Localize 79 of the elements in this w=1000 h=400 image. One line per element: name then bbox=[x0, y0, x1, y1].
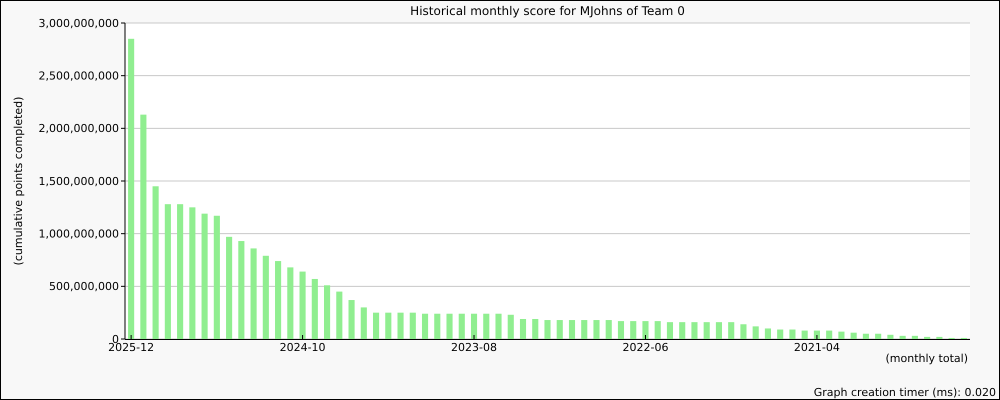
bar bbox=[679, 322, 686, 339]
bar bbox=[128, 38, 134, 339]
bar bbox=[568, 320, 576, 339]
bar bbox=[691, 322, 698, 339]
bar bbox=[164, 204, 171, 339]
bar bbox=[434, 314, 440, 339]
bar bbox=[410, 312, 416, 339]
bar bbox=[606, 320, 612, 339]
bar bbox=[618, 321, 624, 339]
bar bbox=[470, 314, 478, 339]
bar bbox=[728, 322, 734, 339]
bar bbox=[495, 314, 502, 339]
bar bbox=[226, 236, 232, 339]
bar bbox=[850, 332, 857, 339]
bar bbox=[458, 314, 465, 339]
x-axis-title: (monthly total) bbox=[886, 352, 968, 365]
bar bbox=[887, 334, 894, 339]
bar bbox=[630, 321, 636, 339]
bar bbox=[287, 267, 294, 339]
bar bbox=[202, 214, 208, 339]
bar bbox=[189, 207, 196, 339]
y-tick-label: 2,000,000,000 bbox=[38, 122, 119, 136]
bar bbox=[838, 332, 844, 339]
bar bbox=[704, 322, 710, 339]
bar bbox=[802, 330, 808, 339]
bar bbox=[777, 330, 784, 339]
bar bbox=[862, 334, 869, 339]
x-tick-label: 2022-06 bbox=[622, 341, 668, 354]
bar bbox=[250, 248, 257, 339]
bar bbox=[372, 312, 380, 339]
bar bbox=[900, 336, 906, 339]
y-tick-label: 1,500,000,000 bbox=[38, 174, 119, 188]
bar bbox=[140, 114, 146, 339]
x-tick-label: 2024-10 bbox=[280, 341, 326, 354]
bar bbox=[348, 300, 355, 339]
bar bbox=[446, 314, 453, 339]
bar bbox=[152, 186, 159, 339]
bar bbox=[312, 278, 318, 339]
bar bbox=[360, 307, 367, 339]
bar bbox=[532, 318, 538, 339]
bar bbox=[764, 328, 771, 339]
bar bbox=[397, 312, 404, 339]
bar bbox=[581, 320, 588, 339]
y-tick-label: 3,000,000,000 bbox=[38, 16, 119, 30]
y-tick-label: 500,000,000 bbox=[49, 280, 119, 294]
y-tick-label: 2,500,000,000 bbox=[38, 70, 119, 83]
bar bbox=[654, 321, 661, 339]
bar bbox=[752, 326, 759, 339]
bar bbox=[275, 261, 282, 339]
chart-title: Historical monthly score for MJohns of Team 0 bbox=[410, 4, 685, 18]
bar bbox=[300, 272, 306, 339]
bar bbox=[508, 314, 514, 339]
bar bbox=[520, 318, 526, 339]
bar bbox=[593, 320, 600, 339]
bar bbox=[740, 324, 747, 339]
bar bbox=[385, 312, 392, 339]
bar bbox=[483, 314, 490, 339]
bar bbox=[336, 292, 342, 339]
bar bbox=[422, 314, 428, 339]
y-axis-title: (cumulative points completed) bbox=[12, 96, 25, 266]
bar bbox=[642, 321, 649, 339]
text: Graph creation timer (ms): 0.020 bbox=[814, 386, 996, 399]
bar bbox=[666, 322, 674, 339]
bar bbox=[556, 320, 563, 339]
x-tick-label: 2021-04 bbox=[794, 341, 840, 354]
bar bbox=[875, 334, 882, 339]
x-tick-label: 2023-08 bbox=[451, 341, 498, 354]
bar bbox=[826, 330, 832, 339]
y-tick-label: 1,000,000,000 bbox=[38, 228, 119, 241]
bar bbox=[544, 320, 551, 339]
bar bbox=[177, 204, 184, 339]
bar bbox=[238, 241, 244, 339]
bar bbox=[214, 216, 220, 339]
bar bbox=[814, 330, 820, 339]
bar bbox=[912, 336, 918, 339]
bar bbox=[789, 330, 796, 339]
bar bbox=[716, 322, 722, 339]
bar bbox=[262, 256, 269, 339]
bar bbox=[324, 285, 330, 339]
